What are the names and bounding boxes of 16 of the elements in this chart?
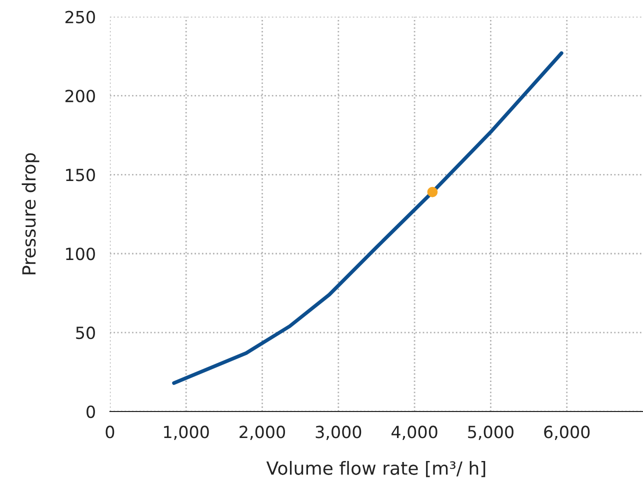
x-tick-label: 2,000	[240, 426, 285, 440]
x-axis-title: Volume flow rate [m³/ h]	[266, 460, 486, 478]
x-tick-label: 1,000	[164, 426, 209, 440]
y-tick-label: 100	[66, 248, 95, 260]
x-tick-label: 4,000	[392, 426, 438, 440]
y-tick-label: 0	[86, 405, 95, 418]
x-tick-label: 5,000	[468, 426, 514, 440]
y-tick-label: 250	[65, 10, 95, 24]
x-tick-label: 6,000	[544, 426, 590, 440]
x-tick-label: 0	[106, 426, 114, 438]
y-tick-label: 150	[66, 168, 95, 182]
x-tick-label: 3,000	[316, 426, 362, 440]
y-tick-label: 50	[76, 326, 95, 340]
line-series	[172, 51, 564, 385]
y-axis-title: Pressure drop	[22, 153, 40, 274]
y-tick-label: 200	[65, 90, 95, 102]
